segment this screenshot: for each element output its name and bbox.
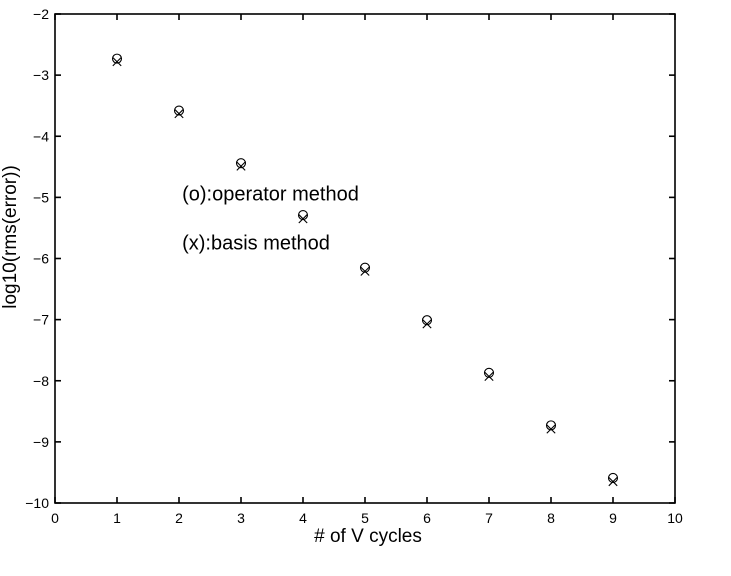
operator-method-point [173,105,185,116]
x-tick-label: 1 [113,510,121,526]
x-tick-label: 10 [667,510,683,526]
y-tick-label: −10 [25,495,49,511]
markers-layer [111,53,619,487]
y-tick-label: −4 [33,128,49,144]
annotation-text: (x):basis method [182,232,330,254]
basis-method-point [546,424,556,434]
basis-method-point [112,57,122,67]
y-axis-label: log10(rms(error)) [0,165,21,309]
basis-method-point [174,109,184,119]
x-tick-label: 3 [237,510,245,526]
x-tick-label: 8 [547,510,555,526]
y-tick-label: −2 [33,6,49,22]
plot-frame [54,13,676,504]
basis-method-point [484,371,494,382]
x-tick-label: 6 [423,510,431,526]
x-axis-label: # of V cycles [314,526,422,547]
y-tick-label: −8 [33,373,49,389]
operator-method-point [607,472,619,483]
basis-method-point [298,214,308,224]
y-tick-label: −5 [33,189,49,205]
basis-method-point [422,319,432,329]
y-tick-label: −6 [33,251,49,267]
ticks-layer [54,13,676,504]
basis-method-point [608,477,618,487]
operator-method-point [111,53,123,64]
basis-method-point [236,161,246,171]
labels-layer: 0 1 2 3 4 5 6 7 8 9 10 −2 −3 −4 −5 −6 −7 −8 −9 −10 (o):opera… [25,6,683,526]
x-tick-label: 5 [361,510,369,526]
operator-method-point [483,367,495,378]
x-tick-label: 2 [175,510,183,526]
operator-method-point [421,315,433,326]
y-tick-label: −9 [33,434,49,450]
y-tick-label: −7 [33,312,49,328]
basis-method-point [360,266,370,276]
x-tick-label: 4 [299,510,307,526]
operator-method-point [545,420,557,431]
annotation-text: (o):operator method [182,183,359,205]
x-tick-label: 7 [485,510,493,526]
operator-method-point [235,158,247,169]
operator-method-point [359,262,371,273]
x-tick-label: 0 [51,510,59,526]
y-tick-label: −3 [33,67,49,83]
x-tick-label: 9 [609,510,617,526]
operator-method-point [297,210,309,221]
